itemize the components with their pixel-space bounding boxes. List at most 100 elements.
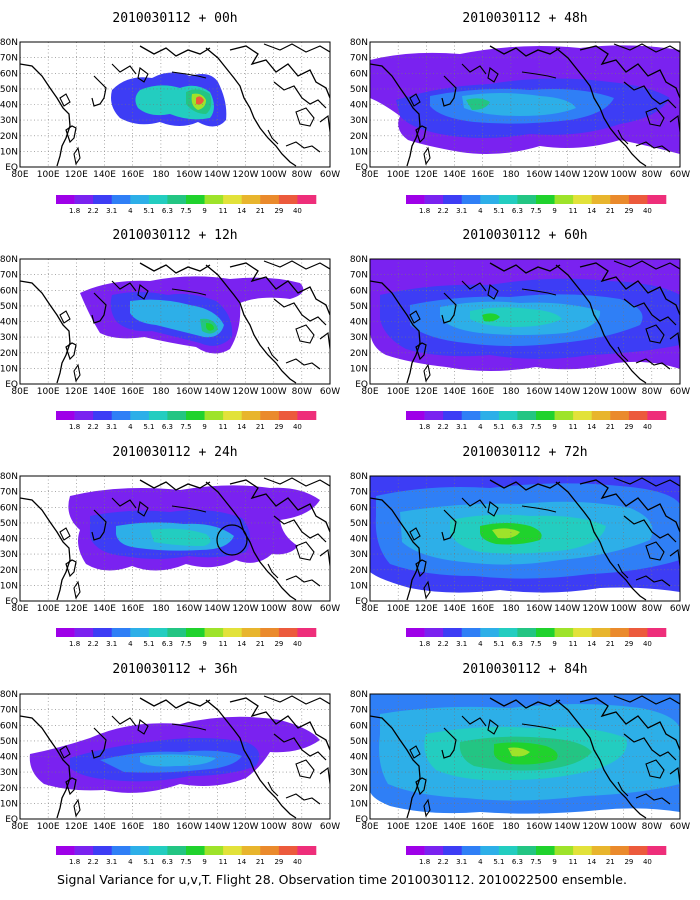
lat-label: 20N [0,349,18,359]
map-frame [19,475,331,602]
variance-contour [508,747,530,757]
colorbar-label: 21 [606,858,615,866]
colorbar-label: 14 [237,640,246,648]
colorbar-swatch [628,195,648,204]
lat-label: 30N [350,116,368,126]
colorbar-label: 14 [237,858,246,866]
colorbar-label: 2.2 [88,207,99,215]
lon-label: 80E [11,387,28,397]
colorbar-label: 9 [552,423,556,431]
lat-label: 20N [0,784,18,794]
lon-label: 120E [415,822,438,832]
variance-field [20,476,330,601]
lat-label: 40N [350,535,368,545]
colorbar-label: 14 [237,207,246,215]
map-frame [369,475,681,602]
colorbar-label: 40 [293,207,302,215]
colorbar: 1.8 2.2 3.1 4 5.1 6.3 7.5 9 11 14 21 29 40 [406,411,667,431]
map-gridlines [370,42,680,167]
lon-label: 120W [582,604,608,614]
colorbar-label: 1.8 [69,423,80,431]
map-gridlines [370,259,680,384]
lat-label: EQ [355,597,368,607]
map-panel-p84: 2010030112 + 84h 80N 70N 60N 50N 40N 30N 20N 10N… [350,662,690,832]
lon-label: 60W [670,604,690,614]
lon-label: 120W [232,604,258,614]
colorbar-label: 40 [293,423,302,431]
lat-label: 70N [350,54,368,64]
lon-label: 140E [443,387,466,397]
map-panel-p72: 2010030112 + 72h 80N 70N 60N 50N 40N 30N 20N 10N… [350,445,690,614]
colorbar-swatch [610,628,630,637]
lat-label: 20N [0,566,18,576]
lon-label: 80W [642,822,662,832]
lon-label: 100W [261,822,287,832]
colorbar-swatch [443,846,462,855]
colorbar-swatch [260,628,280,637]
colorbar-swatch [148,628,168,637]
lat-label: 80N [0,38,18,48]
lon-label: 100E [37,604,60,614]
lat-label: 70N [0,706,18,716]
colorbar-label: 5.1 [143,640,154,648]
lat-label: EQ [5,815,18,825]
lon-label: 60W [670,387,690,397]
colorbar-swatch [297,628,317,637]
panel-title: 2010030112 + 12h [112,228,237,243]
lat-label: 10N [0,799,18,809]
lon-label: 100E [387,822,410,832]
variance-field [20,694,330,819]
colorbar-label: 21 [256,207,265,215]
lat-label: 80N [0,255,18,265]
lon-label: 100E [37,170,60,180]
lon-label: 100E [387,170,410,180]
lon-label: 80W [642,387,662,397]
colorbar-swatch [461,411,481,420]
colorbar-swatch [554,411,574,420]
colorbar-label: 21 [606,640,615,648]
lon-label: 140E [443,604,466,614]
lon-label: 180 [502,604,519,614]
colorbar-swatch [443,195,462,204]
colorbar-swatch [167,195,187,204]
lon-label: 160E [121,822,144,832]
colorbar-swatch [554,195,574,204]
colorbar-label: 40 [643,640,652,648]
colorbar-swatch [591,628,611,637]
lat-label: 20N [350,566,368,576]
lon-label: 60W [320,604,340,614]
colorbar-swatch [628,846,648,855]
lat-label: 40N [0,535,18,545]
colorbar-swatch [204,411,224,420]
colorbar-swatch [461,628,481,637]
colorbar-label: 1.8 [419,423,430,431]
colorbar-swatch [56,411,75,420]
panel-title: 2010030112 + 24h [112,445,237,460]
colorbar-label: 3.1 [456,207,467,215]
colorbar-label: 9 [552,858,556,866]
colorbar-label: 3.1 [106,423,117,431]
colorbar-label: 11 [219,423,228,431]
lat-label: 40N [0,101,18,111]
colorbar-swatch [480,628,500,637]
colorbar-label: 7.5 [180,640,191,648]
colorbar-label: 3.1 [456,423,467,431]
colorbar-swatch [480,411,500,420]
lon-label: 160W [526,822,552,832]
map-gridlines [20,259,330,384]
colorbar-swatch [573,195,592,204]
colorbar: 1.8 2.2 3.1 4 5.1 6.3 7.5 9 11 14 21 29 40 [406,628,667,648]
variance-contour [492,528,520,539]
colorbar-label: 6.3 [162,207,173,215]
colorbar-swatch [167,846,187,855]
colorbar-swatch [443,411,462,420]
map-gridlines [20,694,330,819]
colorbar-label: 5.1 [493,423,504,431]
lon-label: 140E [93,387,116,397]
lat-label: 40N [350,101,368,111]
lon-label: 60W [320,387,340,397]
lat-label: 30N [0,116,18,126]
figure-caption: Signal Variance for u,v,T. Flight 28. Ob… [57,872,627,887]
colorbar-swatch [130,846,150,855]
lon-label: 140E [443,170,466,180]
